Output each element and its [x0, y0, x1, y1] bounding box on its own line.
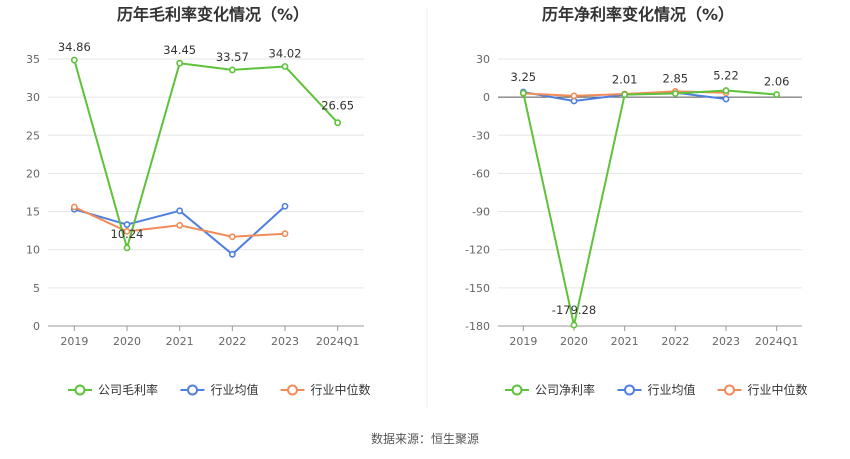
y-tick-label: -150 — [465, 282, 490, 295]
legend-item-industry_median[interactable]: 行业中位数 — [280, 382, 371, 397]
legend-marker — [287, 384, 298, 396]
data-point-industry_median — [70, 203, 78, 211]
data-label: 2.85 — [663, 72, 689, 86]
data-point-industry_avg — [281, 202, 289, 210]
legend-label: 行业均值 — [648, 382, 696, 397]
data-point-company — [621, 91, 629, 98]
y-tick-label: 15 — [26, 206, 40, 219]
y-tick-label: -30 — [472, 129, 490, 142]
chart-title: 历年净利率变化情况（%） — [542, 5, 734, 24]
y-tick-label: 25 — [26, 129, 40, 142]
legend-item-industry_avg[interactable]: 行业均值 — [180, 382, 259, 397]
y-tick-label: 20 — [26, 167, 40, 180]
data-point-company — [671, 90, 679, 97]
y-tick-label: 0 — [483, 91, 490, 104]
data-point-industry_median — [176, 221, 184, 229]
x-tick-label: 2022 — [218, 335, 246, 348]
series-line-company — [522, 89, 777, 327]
data-point-company — [334, 119, 342, 127]
legend-label: 行业中位数 — [748, 382, 808, 397]
data-label: 34.45 — [163, 43, 196, 57]
y-tick-label: -60 — [472, 167, 490, 180]
legend-marker — [74, 384, 86, 396]
gross-margin-chart: 历年毛利率变化情况（%） 0 5 10 15 20 25 30 35 2019 2020 2021 20… — [26, 5, 371, 397]
x-tick-label: 2024Q1 — [755, 335, 799, 348]
y-tick-label: 35 — [26, 53, 40, 66]
data-point-company — [176, 59, 184, 67]
data-point-industry_avg — [228, 250, 236, 258]
data-point-company — [722, 87, 730, 94]
data-label: 34.86 — [58, 40, 91, 54]
y-tick-label: -180 — [465, 320, 490, 333]
chart-title: 历年毛利率变化情况（%） — [117, 5, 309, 24]
y-tick-label: 0 — [33, 320, 40, 333]
data-point-company — [773, 91, 781, 98]
legend-marker — [511, 384, 523, 396]
x-tick-label: 2024Q1 — [316, 335, 360, 348]
data-label: 5.22 — [713, 69, 739, 83]
data-point-company — [70, 56, 78, 64]
y-tick-label: 30 — [26, 91, 40, 104]
data-point-industry_median — [281, 230, 289, 238]
legend-label: 公司毛利率 — [98, 382, 158, 397]
data-point-industry_median — [570, 92, 578, 100]
data-point-company — [281, 63, 289, 70]
y-tick-label: 5 — [33, 282, 40, 295]
legend-marker — [187, 384, 198, 396]
data-label: 26.65 — [321, 99, 354, 113]
data-point-company — [228, 66, 236, 74]
legend-item-industry_median[interactable]: 行业中位数 — [717, 382, 808, 397]
y-tick-label: 30 — [476, 53, 490, 66]
data-label: 2.06 — [764, 75, 790, 89]
x-tick-label: 2022 — [661, 335, 689, 348]
data-point-company — [570, 321, 578, 329]
x-tick-label: 2023 — [712, 335, 740, 348]
legend-item-company[interactable]: 公司净利率 — [505, 382, 595, 397]
data-label: 10.24 — [111, 227, 144, 241]
x-tick-label: 2019 — [60, 335, 88, 348]
x-tick-label: 2020 — [113, 335, 141, 348]
legend-label: 公司净利率 — [535, 382, 595, 397]
data-point-industry_avg — [176, 207, 184, 215]
data-point-company — [123, 244, 131, 252]
data-label: 34.02 — [269, 46, 302, 60]
y-tick-label: -120 — [465, 244, 490, 257]
data-point-industry_avg — [123, 221, 131, 228]
x-tick-label: 2019 — [509, 335, 537, 348]
data-label: 3.25 — [511, 70, 537, 84]
legend-item-company[interactable]: 公司毛利率 — [68, 382, 158, 397]
data-point-industry_median — [123, 228, 131, 235]
x-tick-label: 2021 — [166, 335, 194, 348]
data-label: 33.57 — [216, 50, 249, 64]
y-tick-label: -90 — [472, 206, 490, 219]
legend-marker — [724, 384, 735, 396]
y-tick-label: 10 — [26, 244, 40, 257]
data-point-industry_median — [228, 233, 236, 241]
source-note: 数据来源：恒生聚源 — [371, 431, 479, 446]
data-point-company — [519, 89, 527, 97]
data-point-industry_avg — [722, 95, 730, 103]
x-tick-label: 2021 — [611, 335, 639, 348]
legend-label: 行业均值 — [211, 382, 259, 397]
data-label: -179.28 — [552, 303, 596, 317]
legend-item-industry_avg[interactable]: 行业均值 — [617, 382, 696, 397]
net-margin-chart: 历年净利率变化情况（%） -180 -150 -120 -90 -60 -30 0 30 2019… — [465, 5, 807, 397]
x-tick-label: 2020 — [560, 335, 588, 348]
data-label: 2.01 — [612, 73, 638, 87]
legend-label: 行业中位数 — [311, 382, 371, 397]
x-tick-label: 2023 — [271, 335, 299, 348]
legend-marker — [624, 384, 635, 396]
series-line-company — [73, 59, 339, 249]
